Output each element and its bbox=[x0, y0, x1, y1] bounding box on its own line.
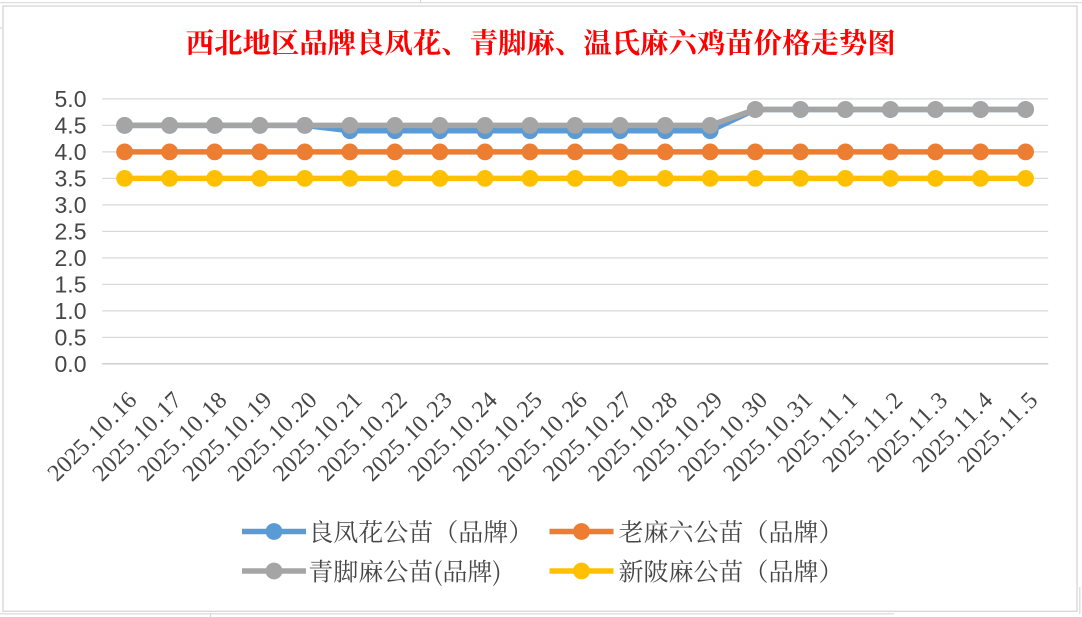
svg-text:2.5: 2.5 bbox=[55, 218, 87, 244]
svg-text:5.0: 5.0 bbox=[55, 86, 87, 112]
svg-text:4.0: 4.0 bbox=[55, 139, 87, 165]
svg-text:4.5: 4.5 bbox=[55, 112, 87, 138]
svg-text:1.5: 1.5 bbox=[55, 271, 87, 297]
svg-text:2.0: 2.0 bbox=[55, 245, 87, 271]
svg-text:0.5: 0.5 bbox=[55, 324, 87, 350]
svg-text:1.0: 1.0 bbox=[55, 298, 87, 324]
svg-text:3.5: 3.5 bbox=[55, 165, 87, 191]
svg-text:0.0: 0.0 bbox=[55, 351, 87, 377]
svg-text:3.0: 3.0 bbox=[55, 192, 87, 218]
